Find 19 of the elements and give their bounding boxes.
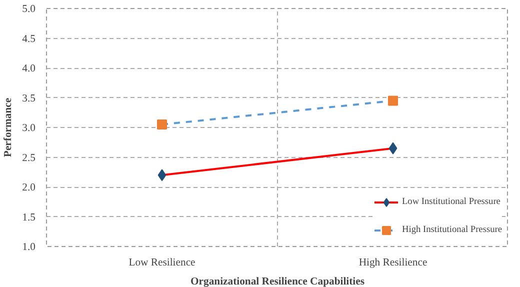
point bbox=[157, 120, 167, 130]
point bbox=[388, 96, 398, 106]
x-axis-title: Organizational Resilience Capabilities bbox=[190, 276, 365, 287]
y-tick-label: 4.0 bbox=[22, 64, 36, 74]
y-tick-label: 1.0 bbox=[22, 242, 36, 253]
x-tick-label: High Resilience bbox=[358, 258, 428, 268]
y-tick-label: 2.0 bbox=[22, 182, 36, 194]
point bbox=[388, 142, 398, 154]
y-tick-label: 5.0 bbox=[22, 4, 36, 15]
legend-label: Low Institutional Pressure bbox=[402, 197, 500, 207]
y-tick-label: 2.5 bbox=[22, 152, 36, 164]
y-tick-label: 3.5 bbox=[22, 93, 36, 104]
y-tick-label: 4.5 bbox=[22, 34, 36, 45]
y-tick-label: 1.5 bbox=[22, 212, 36, 224]
legend-label: High Institutional Pressure bbox=[402, 225, 502, 235]
point bbox=[158, 169, 166, 182]
y-axis-title: Performance bbox=[3, 98, 14, 158]
y-tick-label: 3.0 bbox=[22, 123, 36, 134]
x-tick-label: Low Resilience bbox=[128, 258, 196, 268]
